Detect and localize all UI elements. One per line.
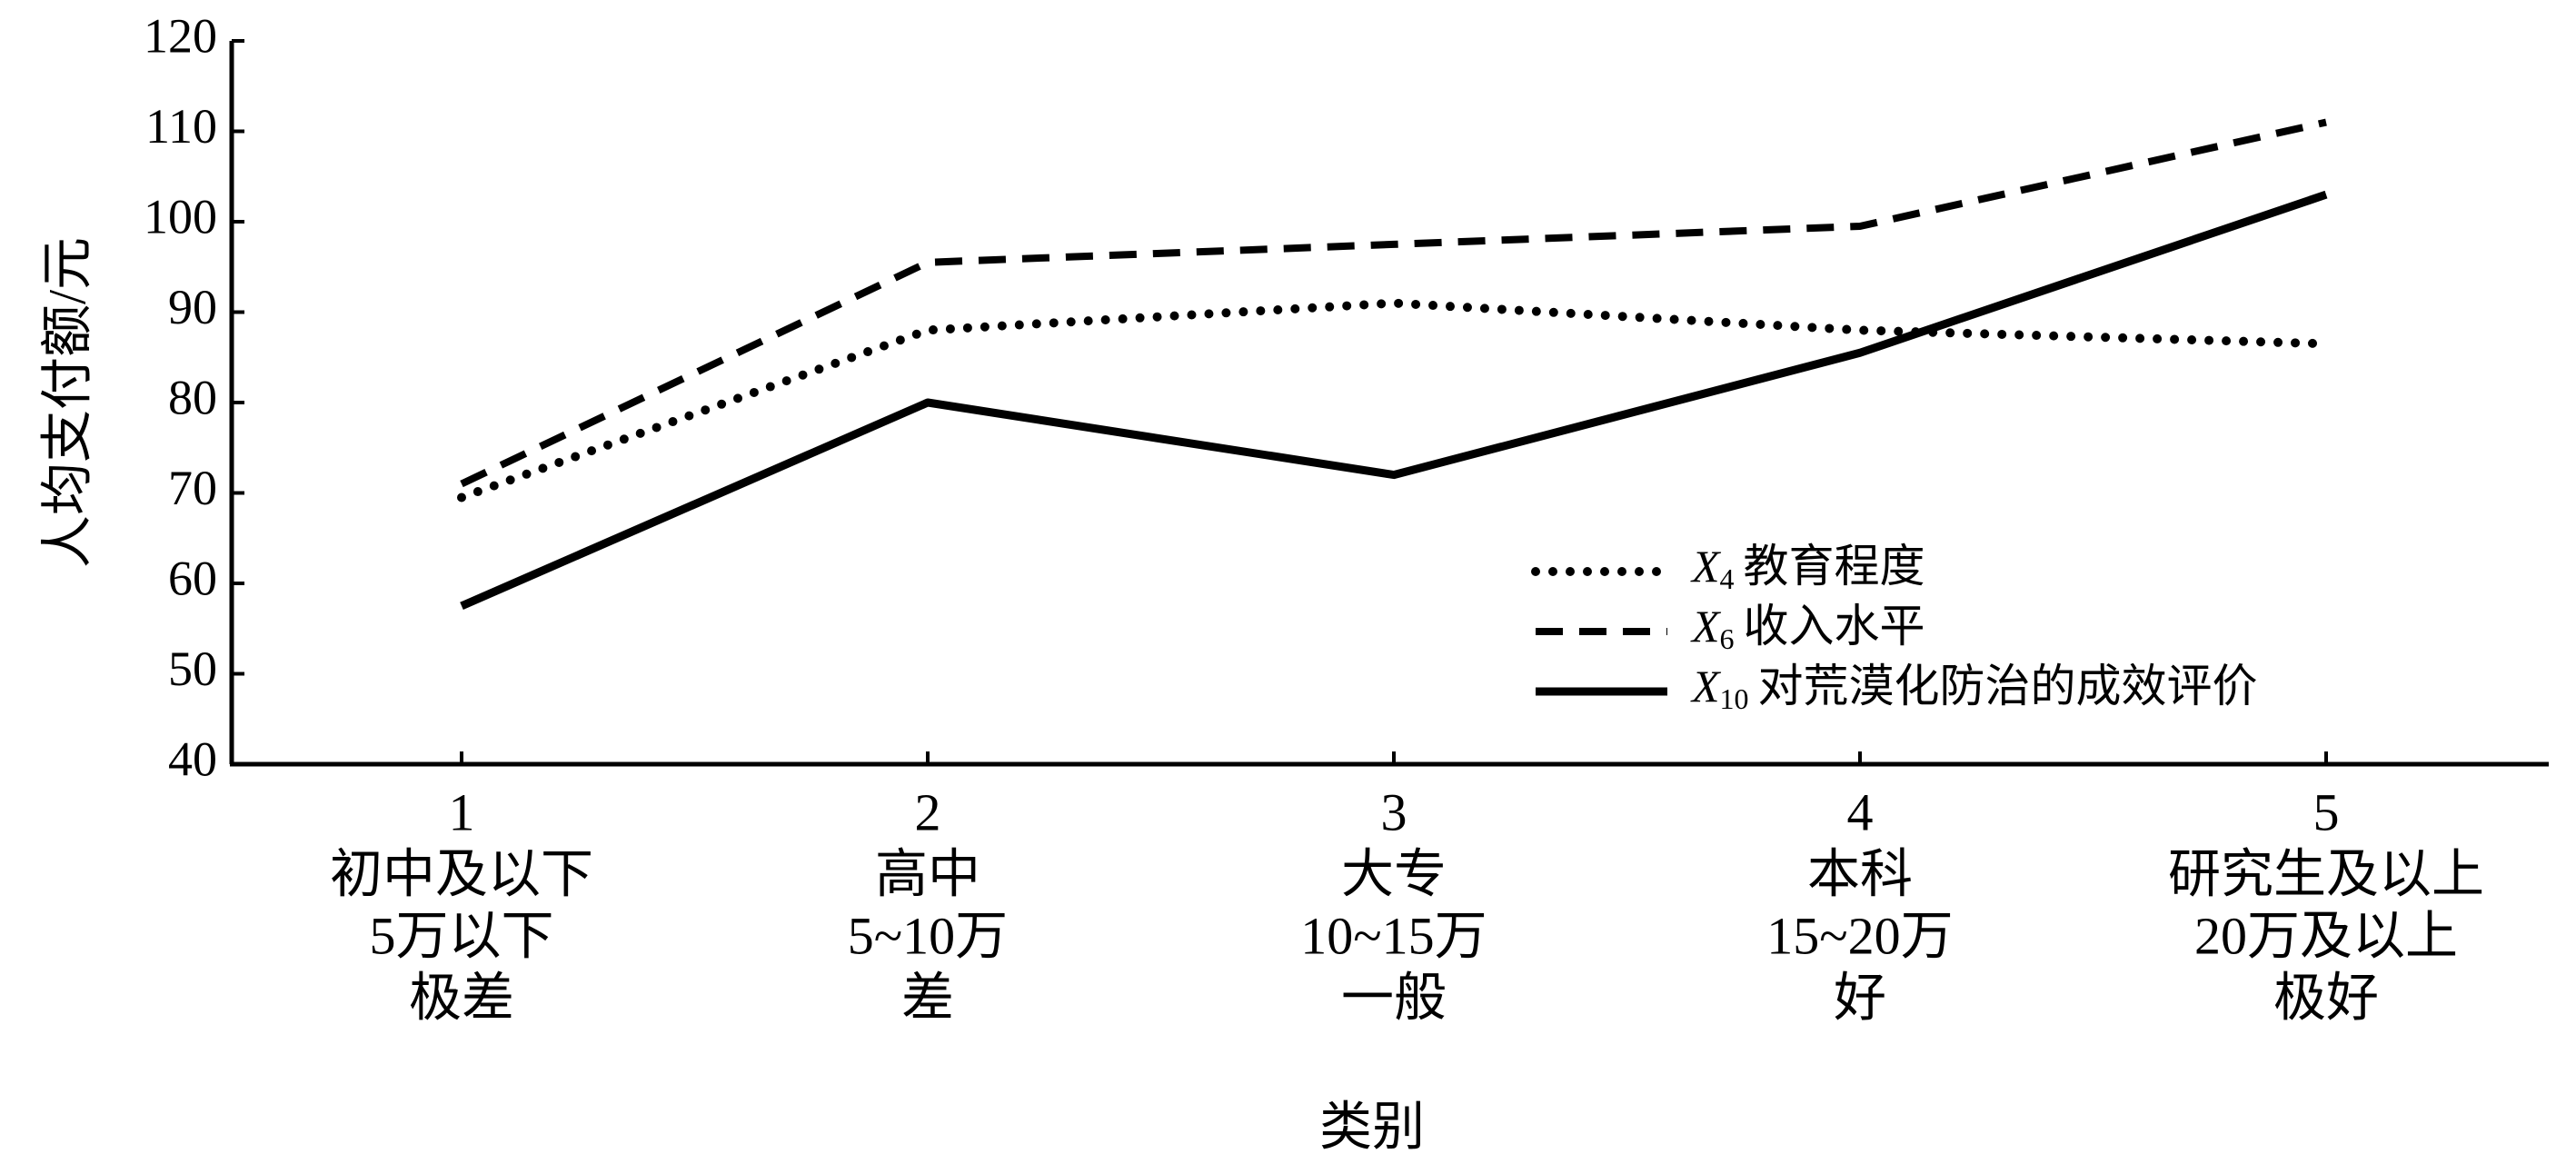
y-tick-label: 60 — [168, 551, 217, 605]
x-tick-label: 高中 — [875, 844, 980, 903]
x-tick-label: 4 — [1847, 782, 1874, 841]
x-tick-label: 极好 — [2273, 968, 2379, 1027]
legend-symbol: X — [1690, 541, 1722, 592]
x-tick-label: 2 — [915, 782, 941, 841]
y-tick-label: 80 — [168, 370, 217, 424]
legend-name: 教育程度 — [1744, 541, 1925, 592]
y-tick-label: 90 — [168, 280, 217, 334]
legend-label: X6 收入水平 — [1690, 601, 1925, 655]
x-tick-label: 20万及以上 — [2194, 906, 2458, 965]
y-tick-label: 110 — [145, 99, 217, 154]
x-tick-label: 极差 — [409, 968, 514, 1027]
x-tick-label: 5~10万 — [848, 906, 1008, 965]
legend-name: 收入水平 — [1744, 601, 1925, 652]
x-tick-label: 初中及以下 — [330, 844, 593, 903]
x-tick-label: 5万以下 — [369, 906, 553, 965]
x-tick-label: 一般 — [1341, 968, 1447, 1027]
x-tick-label: 1 — [449, 782, 475, 841]
y-tick-label: 100 — [144, 189, 217, 244]
x-tick-label: 15~20万 — [1766, 906, 1953, 965]
legend-subscript: 6 — [1720, 622, 1735, 655]
series-line — [460, 118, 2327, 488]
legend-name: 对荒漠化防治的成效评价 — [1758, 661, 2258, 711]
series-line — [460, 190, 2328, 610]
x-tick-label: 差 — [901, 968, 954, 1027]
x-tick-label: 5 — [2313, 782, 2340, 841]
x-tick-label: 3 — [1381, 782, 1407, 841]
legend-label: X10 对荒漠化防治的成效评价 — [1690, 661, 2258, 715]
x-tick-label: 好 — [1834, 968, 1886, 1027]
x-tick-label: 10~15万 — [1300, 906, 1487, 965]
legend-subscript: 10 — [1720, 682, 1749, 715]
x-tick-label: 大专 — [1341, 844, 1447, 903]
y-tick-label: 40 — [168, 731, 217, 786]
y-axis-label: 人均支付额/元 — [37, 237, 96, 568]
y-tick-label: 120 — [144, 8, 217, 63]
series-line — [457, 298, 2331, 502]
y-tick-label: 50 — [168, 642, 217, 696]
x-tick-label: 本科 — [1807, 844, 1913, 903]
y-tick-label: 70 — [168, 461, 217, 515]
legend-subscript: 4 — [1720, 562, 1735, 595]
legend-label: X4 教育程度 — [1690, 541, 1925, 595]
legend-symbol: X — [1690, 601, 1722, 652]
x-axis-label: 类别 — [1319, 1097, 1425, 1156]
x-tick-label: 研究生及以上 — [2168, 844, 2484, 903]
legend-symbol: X — [1690, 661, 1722, 711]
